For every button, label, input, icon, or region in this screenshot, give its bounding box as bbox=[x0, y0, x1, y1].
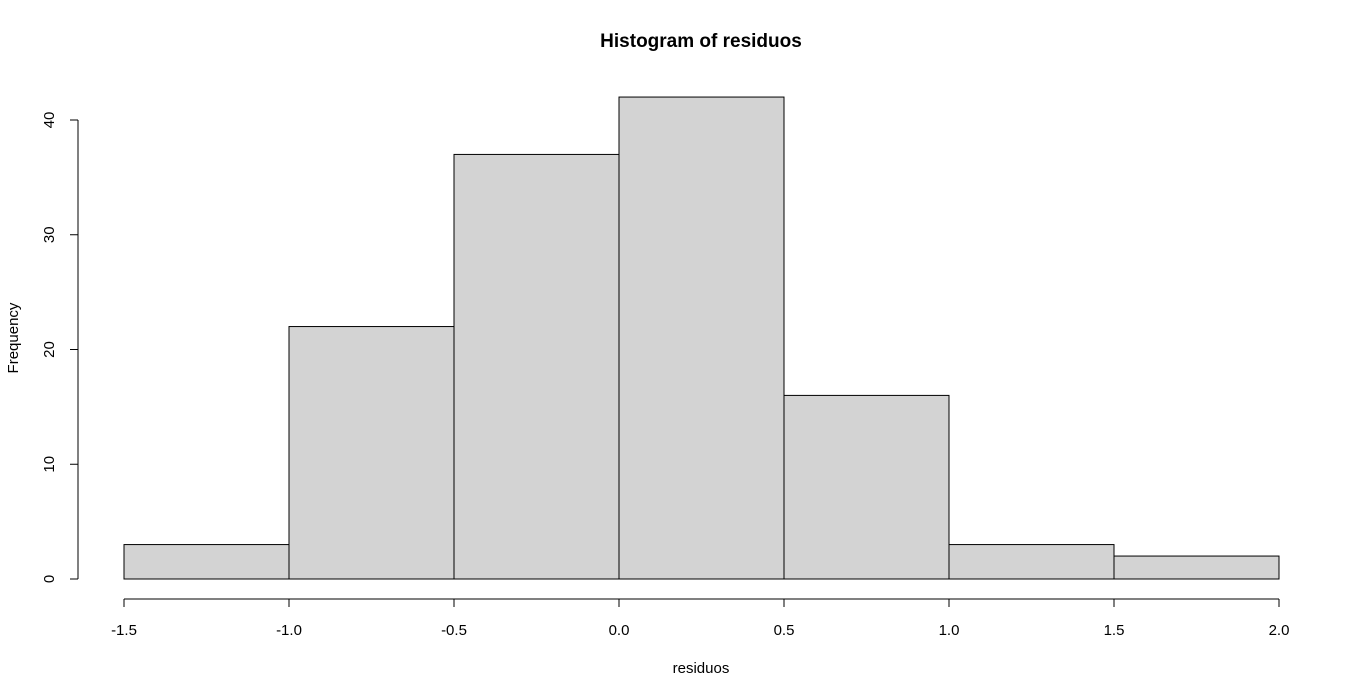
x-tick-label-3: 0.0 bbox=[609, 622, 630, 639]
y-axis-label: Frequency bbox=[5, 302, 22, 373]
histogram-bar-5 bbox=[948, 544, 1115, 580]
y-axis: 0 10 20 30 40 bbox=[41, 112, 79, 583]
histogram-bar-6 bbox=[1113, 555, 1280, 580]
x-tick-label-2: -0.5 bbox=[441, 622, 467, 639]
histogram-bar-1 bbox=[288, 326, 455, 580]
x-tick-label-0: -1.5 bbox=[111, 622, 137, 639]
histogram-bar-4 bbox=[783, 394, 950, 580]
x-tick-label-4: 0.5 bbox=[774, 622, 795, 639]
x-tick-label-1: -1.0 bbox=[276, 622, 302, 639]
x-tick-label-6: 1.5 bbox=[1104, 622, 1125, 639]
y-tick-label-1: 10 bbox=[41, 456, 58, 473]
x-axis-label: residuos bbox=[673, 660, 730, 677]
histogram-bar-0 bbox=[123, 544, 290, 580]
x-tick-label-7: 2.0 bbox=[1269, 622, 1290, 639]
x-tick-label-5: 1.0 bbox=[939, 622, 960, 639]
y-tick-label-4: 40 bbox=[41, 112, 58, 129]
y-tick-label-3: 30 bbox=[41, 226, 58, 243]
y-tick-label-0: 0 bbox=[41, 575, 58, 583]
y-tick-label-2: 20 bbox=[41, 341, 58, 358]
histogram-bar-3 bbox=[618, 96, 785, 580]
histogram-bars bbox=[123, 96, 1280, 580]
x-axis: -1.5 -1.0 -0.5 0.0 0.5 1.0 1.5 2.0 bbox=[111, 598, 1290, 639]
histogram-bar-2 bbox=[453, 153, 620, 580]
chart-title: Histogram of residuos bbox=[600, 31, 802, 52]
